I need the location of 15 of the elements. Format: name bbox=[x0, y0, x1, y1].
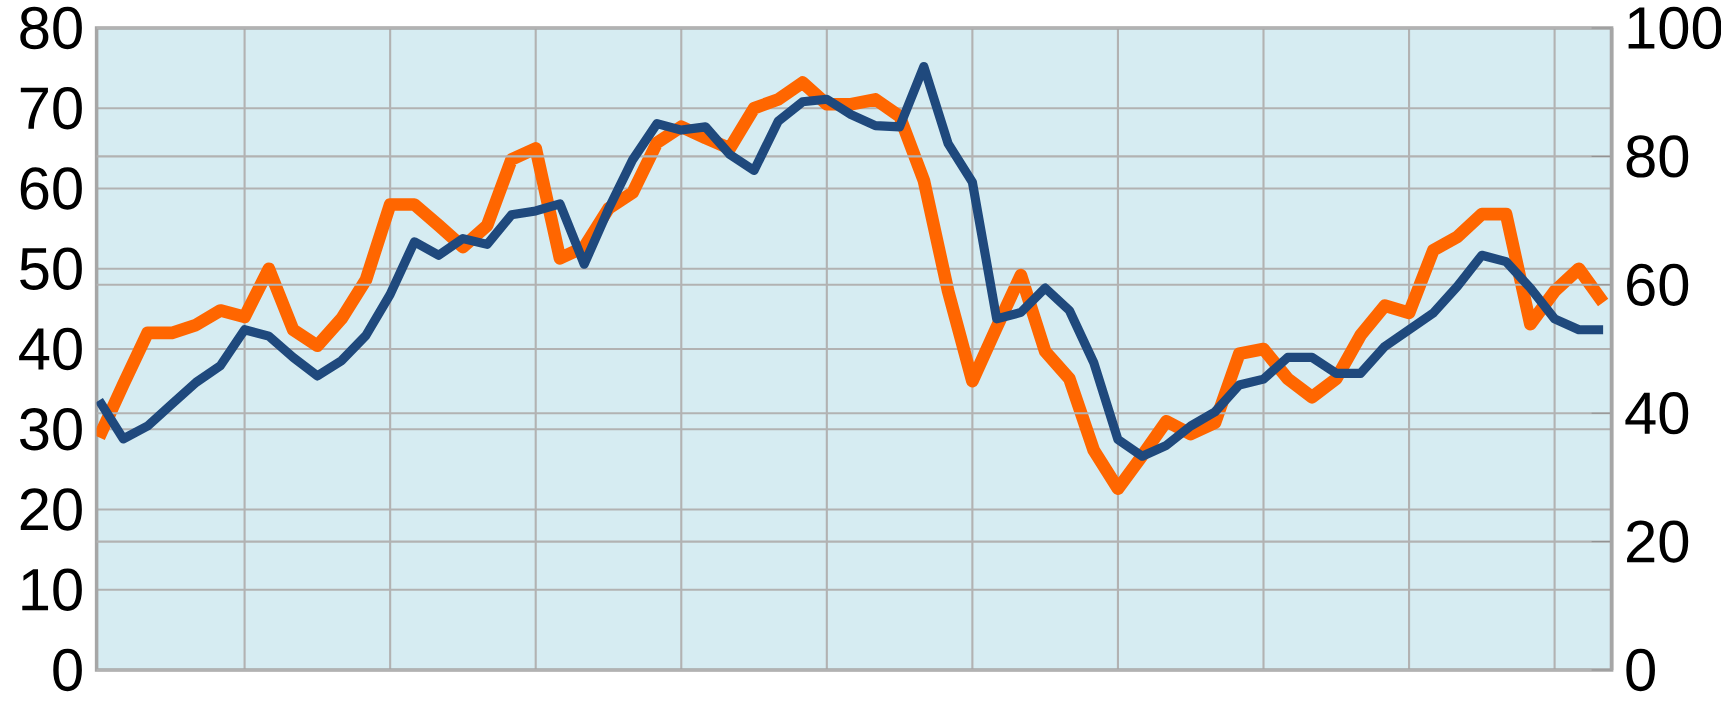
y-tick-label: 30 bbox=[19, 408, 82, 451]
y-tick-label: 60 bbox=[20, 167, 82, 210]
y-tick-label: 50 bbox=[20, 247, 82, 290]
y2-tick-label: 20 bbox=[1627, 520, 1689, 563]
y2-tick-label: 40 bbox=[1625, 392, 1689, 435]
y-tick-label: 0 bbox=[53, 648, 82, 692]
y-tick-label: 80 bbox=[20, 6, 82, 50]
y2-tick-label: 80 bbox=[1626, 135, 1689, 178]
y-tick-label: 70 bbox=[20, 87, 82, 130]
y2-tick-label: 0 bbox=[1626, 648, 1655, 692]
y-tick-label: 10 bbox=[22, 568, 82, 611]
y-tick-label: 20 bbox=[20, 488, 82, 531]
y-tick-label: 40 bbox=[19, 327, 82, 371]
y2-tick-label: 60 bbox=[1627, 263, 1689, 306]
y2-tick-label: 100 bbox=[1628, 6, 1721, 50]
